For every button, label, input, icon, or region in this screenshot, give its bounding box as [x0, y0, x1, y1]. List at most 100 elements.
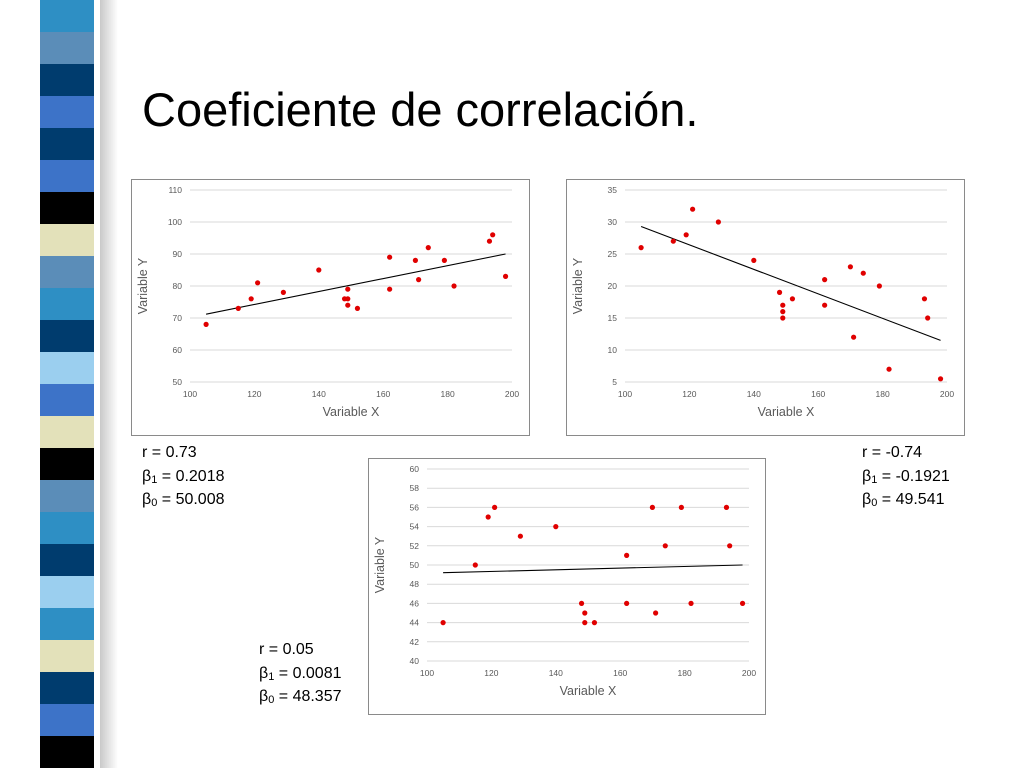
- x-axis-title: Variable X: [758, 405, 815, 419]
- data-point: [485, 514, 491, 520]
- data-point: [751, 257, 757, 263]
- data-point: [578, 600, 585, 606]
- x-tick-label: 180: [678, 668, 692, 678]
- data-point: [822, 277, 828, 283]
- x-tick-label: 140: [747, 389, 761, 399]
- chart-svg: 5 10 15 20 25 30 35 100 120 140 160 180 200 Variable …: [571, 185, 954, 419]
- stripe-band: [40, 640, 94, 673]
- data-point: [412, 257, 418, 263]
- scatter-chart-positive: 50 60 70 80 90 100 110 100 120 140 160 180 200 Variab…: [131, 179, 530, 436]
- x-tick-label: 200: [940, 389, 954, 399]
- stripe-band: [40, 128, 94, 161]
- stripe-band: [40, 192, 94, 225]
- y-tick-label: 42: [410, 637, 420, 647]
- stats-chart-none: r = 0.05 β1 = 0.0081 β0 = 48.357: [259, 638, 342, 709]
- x-tick-label: 120: [484, 668, 498, 678]
- scatter-chart-negative: 5 10 15 20 25 30 35 100 120 140 160 180 200 Variable …: [566, 179, 965, 436]
- data-point: [690, 206, 696, 212]
- beta1-value: β1 = 0.0081: [259, 664, 342, 683]
- data-point: [715, 219, 721, 225]
- stripe-band: [40, 512, 94, 545]
- y-tick-label: 60: [410, 464, 420, 474]
- x-tick-label: 100: [183, 389, 197, 399]
- y-tick-label: 60: [173, 345, 183, 355]
- y-tick-label: 56: [410, 502, 420, 512]
- x-tick-label: 180: [441, 389, 455, 399]
- data-point: [937, 376, 944, 382]
- x-tick-label: 180: [876, 389, 890, 399]
- data-point: [886, 366, 892, 372]
- data-point: [624, 600, 630, 606]
- x-tick-label: 140: [312, 389, 326, 399]
- stripe-band: [40, 96, 94, 129]
- x-tick-label: 160: [376, 389, 390, 399]
- beta0-value: β0 = 50.008: [142, 491, 225, 509]
- data-point: [316, 267, 322, 273]
- stripe-band: [40, 32, 94, 65]
- data-point: [387, 254, 393, 260]
- stats-chart-negative: r = -0.74 β1 = -0.1921 β0 = 49.541: [862, 441, 950, 512]
- data-point: [851, 334, 857, 340]
- data-point: [553, 524, 559, 530]
- stripe-band: [40, 704, 94, 737]
- stripe-bands: [0, 0, 100, 768]
- data-point: [582, 610, 588, 616]
- stripe-band: [40, 736, 94, 768]
- data-point: [345, 302, 351, 308]
- data-point: [847, 264, 853, 270]
- data-point: [921, 296, 928, 302]
- y-tick-label: 100: [168, 217, 182, 227]
- data-point: [723, 504, 730, 510]
- data-point: [591, 620, 598, 626]
- data-point: [517, 533, 523, 539]
- stripe-band: [40, 672, 94, 705]
- data-point: [925, 315, 931, 321]
- x-tick-label: 100: [618, 389, 632, 399]
- stripe-band: [40, 544, 94, 577]
- data-point: [425, 245, 431, 251]
- data-point: [472, 562, 478, 568]
- y-tick-label: 48: [410, 579, 420, 589]
- stripe-band: [40, 160, 94, 193]
- data-point: [860, 270, 866, 276]
- r-value: r = 0.05: [259, 641, 314, 658]
- y-tick-label: 46: [410, 598, 420, 608]
- y-tick-label: 52: [410, 541, 420, 551]
- trendline: [205, 253, 506, 315]
- y-tick-label: 10: [608, 345, 618, 355]
- data-point: [638, 245, 644, 251]
- data-point: [683, 232, 689, 238]
- y-tick-label: 15: [608, 313, 618, 323]
- y-tick-label: 54: [410, 522, 420, 532]
- data-point: [203, 321, 209, 327]
- data-point: [235, 305, 241, 311]
- y-tick-label: 20: [608, 281, 618, 291]
- data-point: [440, 620, 446, 626]
- data-point: [492, 504, 498, 510]
- data-point: [345, 286, 351, 292]
- data-point: [780, 309, 786, 315]
- stripe-band: [40, 256, 94, 289]
- data-point: [451, 283, 457, 289]
- data-point: [727, 543, 733, 549]
- beta0-value: β0 = 48.357: [259, 688, 342, 706]
- data-point: [582, 620, 588, 626]
- data-point: [354, 305, 361, 311]
- trendline: [443, 564, 743, 574]
- y-axis-title: Variable Y: [571, 257, 585, 314]
- data-point: [255, 280, 261, 286]
- stripe-shadow: [100, 0, 118, 768]
- data-point: [670, 238, 676, 244]
- data-point: [662, 543, 668, 549]
- data-point: [739, 600, 746, 606]
- stripe-band: [40, 416, 94, 449]
- data-point: [876, 283, 882, 289]
- trendline: [640, 225, 941, 341]
- stripe-band: [40, 64, 94, 97]
- r-value: r = -0.74: [862, 444, 923, 461]
- y-tick-label: 90: [173, 249, 183, 259]
- y-tick-label: 35: [608, 185, 618, 195]
- y-tick-label: 50: [410, 560, 420, 570]
- x-tick-label: 120: [247, 389, 261, 399]
- stripe-band: [40, 480, 94, 513]
